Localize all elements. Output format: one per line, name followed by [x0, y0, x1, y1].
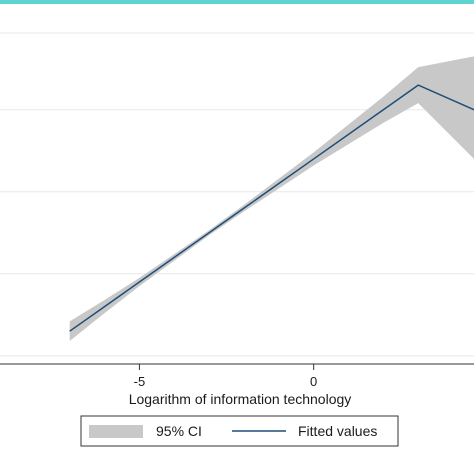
- fitted-line-layer: [69, 84, 474, 332]
- legend-ci-label: 95% CI: [156, 423, 202, 439]
- legend-fitted-label: Fitted values: [298, 423, 377, 439]
- grid-layer: [0, 109, 474, 357]
- top-accent-bar: [0, 0, 474, 4]
- x-axis: -5 0 Logarithm of information technology: [0, 363, 474, 407]
- ci-band: [69, 56, 474, 342]
- x-axis-title: Logarithm of information technology: [129, 391, 352, 407]
- legend-ci-swatch: [89, 425, 143, 438]
- x-tick-label: -5: [134, 374, 146, 389]
- ci-band-layer: [69, 56, 474, 342]
- x-tick-group: -5 0: [134, 364, 317, 389]
- x-tick-label: 0: [310, 374, 317, 389]
- fitted-values-line: [69, 84, 474, 332]
- legend: 95% CI Fitted values: [80, 415, 399, 447]
